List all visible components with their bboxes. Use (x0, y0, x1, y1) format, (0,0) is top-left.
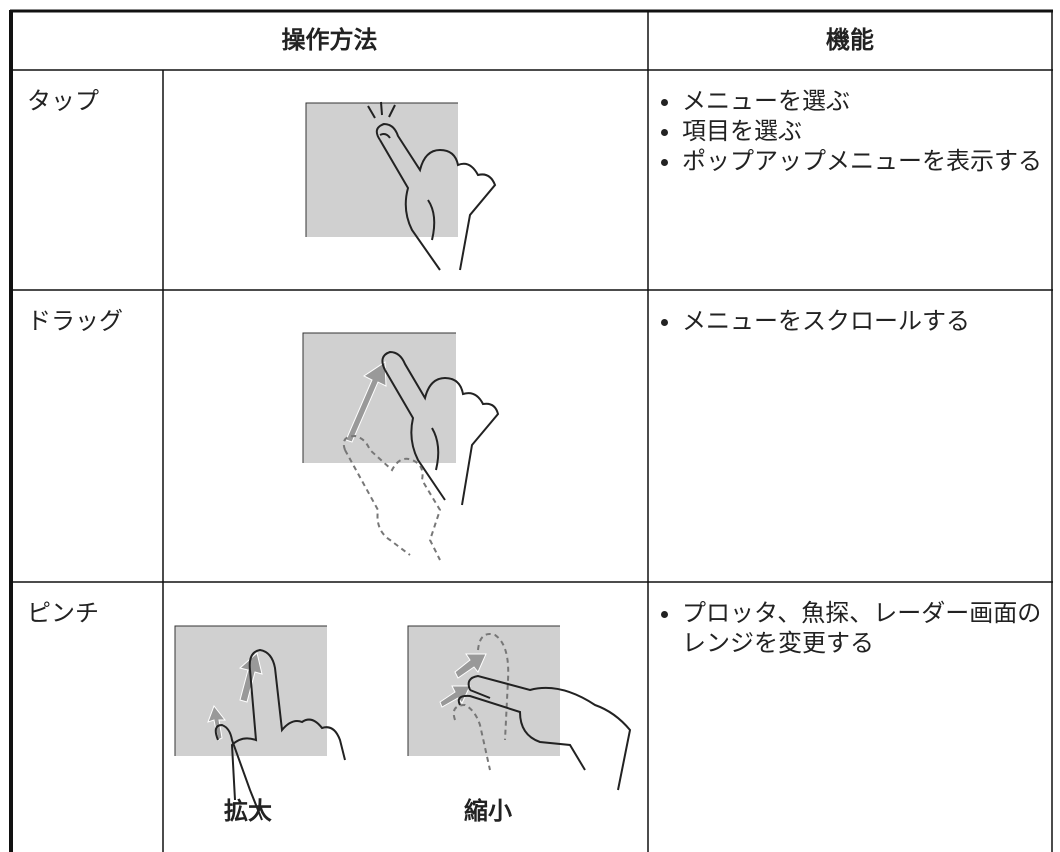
pinch-illustration (174, 625, 632, 821)
gesture-name: タップ (27, 87, 99, 115)
function-list: メニューを選ぶ 項目を選ぶ ポップアップメニューを表示する (660, 86, 1060, 176)
function-list: メニューをスクロールする (660, 306, 1060, 336)
function-item: プロッタ、魚探、レーダー画面のレンジを変更する (682, 598, 1060, 658)
function-item: ポップアップメニューを表示する (682, 146, 1060, 176)
caption-zoom-in: 拡大 (224, 797, 272, 825)
function-list: プロッタ、魚探、レーダー画面のレンジを変更する (660, 598, 1060, 658)
function-item: 項目を選ぶ (682, 116, 1060, 146)
tap-illustration (305, 101, 497, 271)
function-item: メニューを選ぶ (682, 86, 1060, 116)
caption-zoom-out: 縮小 (464, 797, 512, 825)
gesture-name: ドラッグ (27, 307, 123, 335)
gesture-name: ピンチ (27, 599, 99, 627)
header-function: 機能 (826, 26, 874, 54)
drag-illustration (302, 332, 500, 561)
header-operation: 操作方法 (281, 26, 378, 54)
function-item: メニューをスクロールする (682, 306, 1060, 336)
